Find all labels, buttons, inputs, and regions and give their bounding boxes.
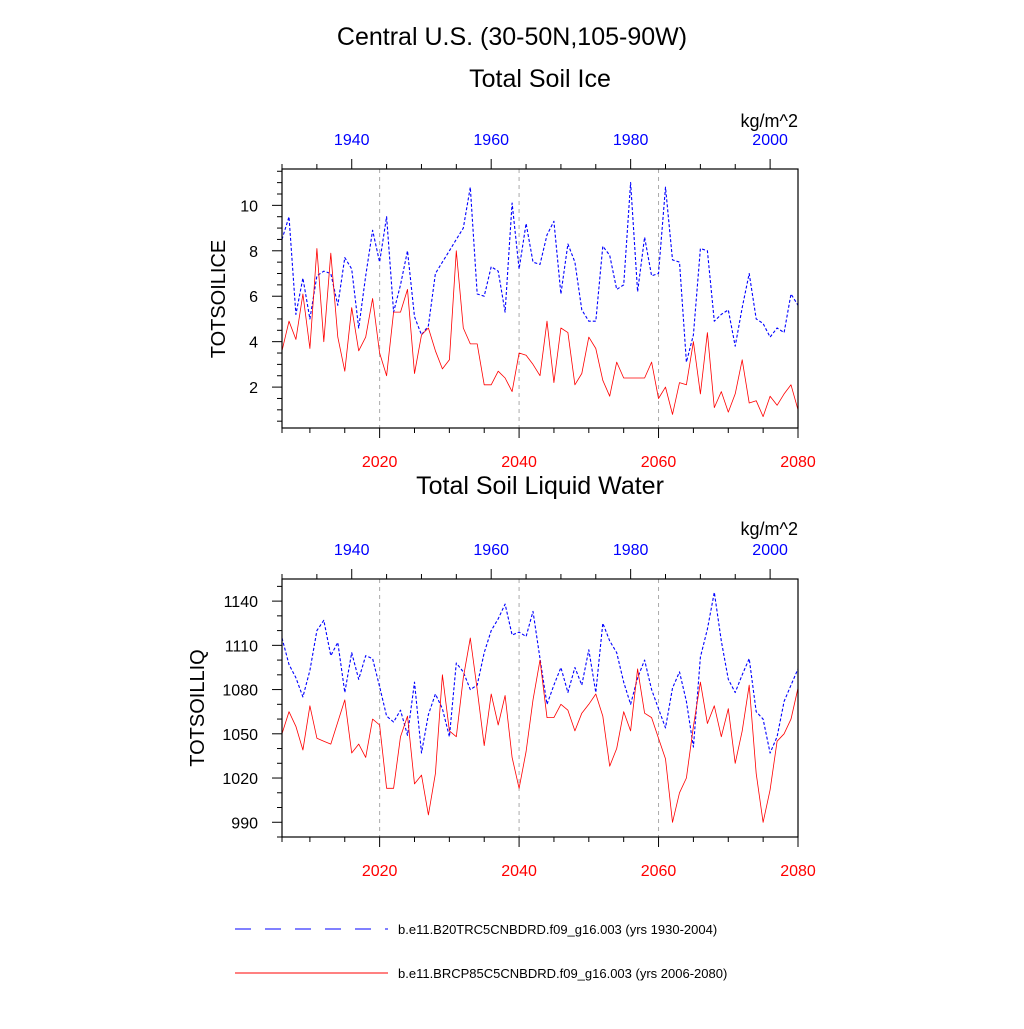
panel-title-soil-liquid: Total Soil Liquid Water xyxy=(416,472,664,500)
y-tick-label-10: 10 xyxy=(240,198,258,215)
series-line-historical-soil-liquid xyxy=(281,591,799,754)
x-tick-label-top-2000: 2000 xyxy=(752,542,788,559)
chart-panel-soil-ice: Total Soil Ice kg/m^2 TOTSOILICE 2020 204… xyxy=(208,65,816,471)
x-tick-label-bottom-2080: 2080 xyxy=(780,863,816,880)
legend-label-historical: b.e11.B20TRC5CNBDRD.f09_g16.003 (yrs 193… xyxy=(398,922,717,937)
panel-title-soil-ice: Total Soil Ice xyxy=(469,65,611,93)
plot-frame-soil-liquid xyxy=(281,578,799,838)
units-label-soil-liquid: kg/m^2 xyxy=(741,519,798,539)
x-tick-label-top-1940: 1940 xyxy=(334,132,370,149)
y-tick-label-2: 2 xyxy=(249,380,258,397)
y-tick-label-8: 8 xyxy=(249,244,258,261)
y-tick-label-1020: 1020 xyxy=(222,771,258,788)
x-tick-label-top-1940: 1940 xyxy=(334,542,370,559)
y-tick-label-6: 6 xyxy=(249,289,258,306)
grid-lines-soil-ice xyxy=(379,169,660,428)
x-tick-label-top-1980: 1980 xyxy=(613,542,649,559)
x-tick-label-top-1960: 1960 xyxy=(473,542,509,559)
series-line-historical-soil-ice xyxy=(281,182,799,363)
y-axis-label-soil-ice: TOTSOILICE xyxy=(208,240,230,359)
series-lines-soil-liquid xyxy=(281,591,799,823)
series-line-rcp85-soil-liquid xyxy=(281,637,799,823)
legend: b.e11.B20TRC5CNBDRD.f09_g16.003 (yrs 193… xyxy=(235,922,727,981)
units-label-soil-ice: kg/m^2 xyxy=(741,111,798,131)
y-axis-label-soil-liquid: TOTSOILLIQ xyxy=(187,649,209,766)
plot-frame-soil-ice xyxy=(281,168,799,429)
y-tick-label-1140: 1140 xyxy=(224,594,259,611)
axis-ticks-soil-ice: 2020 2040 2060 2080 1940 1960 1980 2000 2 4 6 8 10 xyxy=(240,132,816,471)
main-title: Central U.S. (30-50N,105-90W) xyxy=(337,23,687,51)
y-tick-label-1110: 1110 xyxy=(225,638,258,655)
y-tick-label-4: 4 xyxy=(249,335,258,352)
x-tick-label-top-2000: 2000 xyxy=(752,132,788,149)
x-tick-label-bottom-2040: 2040 xyxy=(501,454,537,471)
series-line-rcp85-soil-ice xyxy=(281,248,799,418)
y-tick-label-1050: 1050 xyxy=(222,727,258,744)
chart-panel-soil-liquid: Total Soil Liquid Water kg/m^2 TOTSOILLI… xyxy=(187,472,816,880)
x-tick-label-bottom-2080: 2080 xyxy=(780,454,816,471)
x-tick-label-top-1960: 1960 xyxy=(473,132,509,149)
x-tick-label-top-1980: 1980 xyxy=(613,132,649,149)
x-tick-label-bottom-2020: 2020 xyxy=(362,454,398,471)
y-tick-label-1080: 1080 xyxy=(222,683,258,700)
x-tick-label-bottom-2040: 2040 xyxy=(501,863,537,880)
legend-label-rcp85: b.e11.BRCP85C5CNBDRD.f09_g16.003 (yrs 20… xyxy=(398,966,727,981)
series-lines-soil-ice xyxy=(281,182,799,418)
x-tick-label-bottom-2060: 2060 xyxy=(641,863,677,880)
x-tick-label-bottom-2060: 2060 xyxy=(641,454,677,471)
axis-ticks-soil-liquid: 2020 2040 2060 2080 1940 1960 1980 2000 990 1020 1… xyxy=(222,542,815,880)
x-tick-label-bottom-2020: 2020 xyxy=(362,863,398,880)
y-tick-label-990: 990 xyxy=(231,815,258,832)
